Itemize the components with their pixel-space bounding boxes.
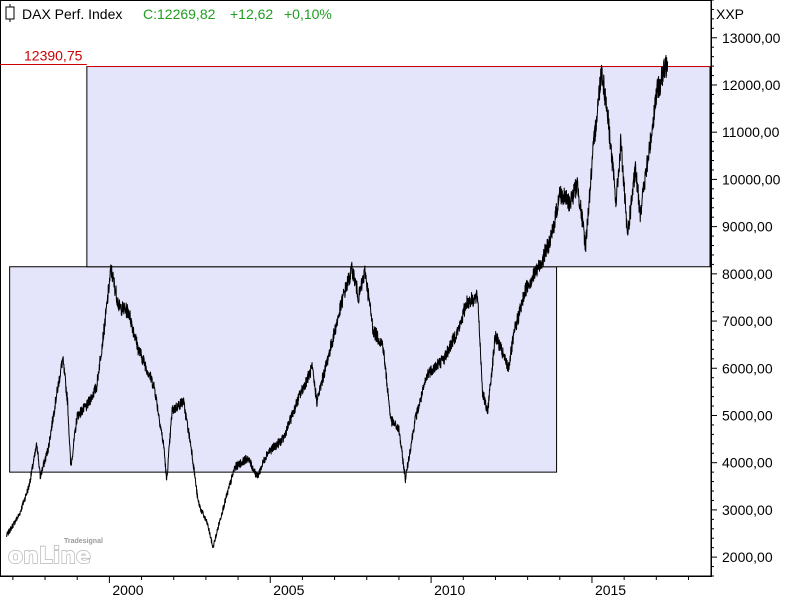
y-tick-label: 9000,00 bbox=[722, 219, 773, 235]
change-percent-label: +0,10% bbox=[284, 6, 332, 22]
x-tick-label: 2010 bbox=[434, 582, 465, 598]
range-box-2 bbox=[86, 66, 711, 268]
x-tick-label: 2000 bbox=[112, 582, 143, 598]
y-axis: 2000,00 3000,00 4000,00 5000,00 6000,00 7000,… bbox=[710, 0, 781, 577]
y-tick-label: 2000,00 bbox=[722, 549, 773, 565]
y-tick-label: 6000,00 bbox=[722, 360, 773, 376]
watermark-brand-small: Tradesignal bbox=[64, 538, 103, 545]
close-price-label: C:12269,82 bbox=[143, 6, 216, 22]
y-tick-label: 8000,00 bbox=[722, 266, 773, 282]
reference-line-group: 12390,75 bbox=[0, 48, 711, 68]
x-tick-label: 2015 bbox=[595, 582, 626, 598]
y-tick-label: 5000,00 bbox=[722, 407, 773, 423]
tradesignal-watermark: Tradesignal onLine bbox=[7, 538, 103, 570]
instrument-title: DAX Perf. Index bbox=[22, 6, 122, 22]
y-tick-label: 3000,00 bbox=[722, 502, 773, 518]
candle-icon[interactable] bbox=[5, 6, 15, 20]
reference-line-label: 12390,75 bbox=[24, 48, 83, 64]
y-tick-label: 4000,00 bbox=[722, 455, 773, 471]
y-tick-label: 10000,00 bbox=[722, 171, 781, 187]
x-tick-label: 2005 bbox=[273, 582, 304, 598]
price-line bbox=[5, 54, 669, 549]
x-axis: 2000 2005 2010 2015 bbox=[0, 575, 711, 598]
y-tick-label: 12000,00 bbox=[722, 77, 781, 93]
y-tick-label: 11000,00 bbox=[722, 124, 780, 140]
y-tick-label: 13000,00 bbox=[722, 30, 781, 46]
y-tick-label: 7000,00 bbox=[722, 313, 773, 329]
watermark-brand-large: onLine bbox=[8, 544, 91, 569]
chart-header: DAX Perf. Index C:12269,82 +12,62 +0,10% bbox=[5, 4, 332, 22]
change-label: +12,62 bbox=[230, 6, 273, 22]
axis-ticker-label: XXP bbox=[716, 6, 744, 22]
price-series-group bbox=[5, 54, 669, 549]
